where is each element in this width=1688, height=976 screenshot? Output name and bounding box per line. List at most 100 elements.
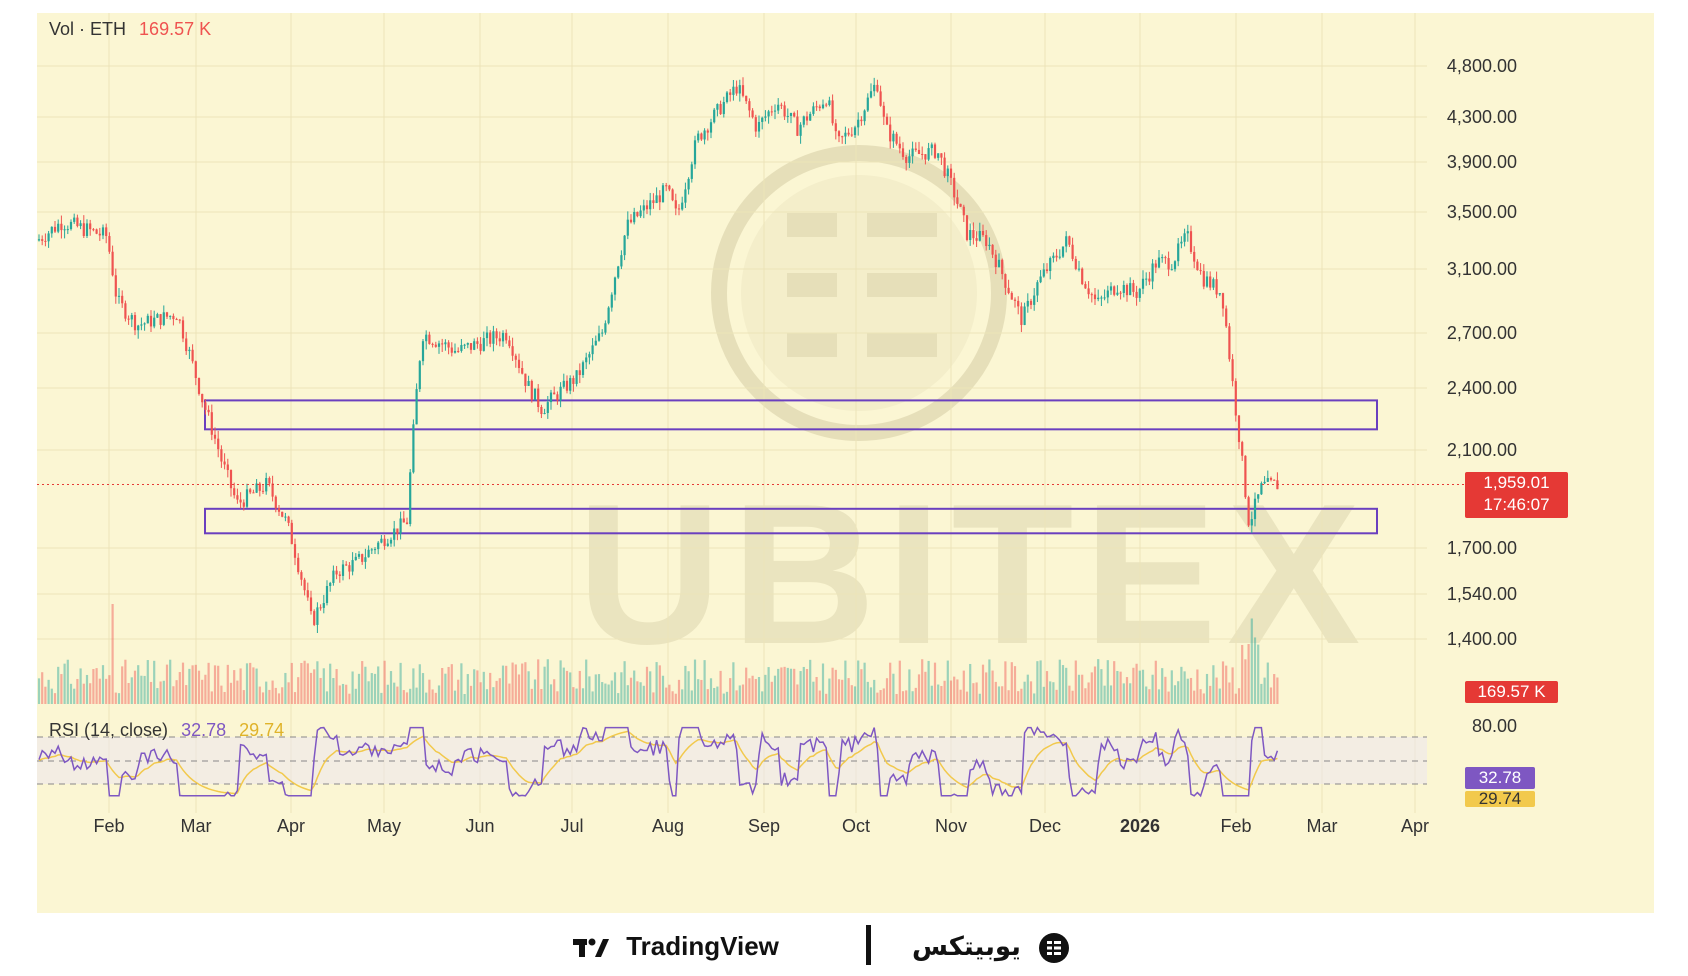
candle-body [159,314,162,325]
volume-bar [1065,667,1068,704]
candle-body [553,392,556,395]
bar-countdown: 17:46:07 [1483,495,1550,514]
candle-body [338,574,341,576]
candle-body [873,84,876,92]
volume-bar [489,672,492,704]
volume-bar [41,672,44,704]
volume-bar [50,688,53,704]
candle-body [930,144,933,149]
volume-bar [1141,669,1145,704]
candle-body [425,334,428,342]
candle-body [556,394,559,401]
volume-bar [191,665,194,704]
candle-body [537,388,540,407]
candle-body [722,101,725,115]
volume-bar [965,691,969,704]
volume-bar [1215,677,1218,704]
volume-bar [953,676,956,704]
candle-body [169,315,172,317]
volume-bar [73,688,76,704]
candle-body [300,572,303,580]
candle-body [713,109,716,123]
time-tick-label: Feb [1220,816,1251,836]
volume-bar [853,686,857,704]
candle-body [348,565,351,572]
time-tick-label: Jul [560,816,583,836]
candle-body [447,342,450,348]
time-tick-label: May [367,816,401,836]
volume-bar [1097,659,1100,704]
candle-body [332,570,335,583]
candle-body [1157,257,1161,268]
ubitex-logo-icon [1039,933,1070,964]
candle-body [1189,231,1193,252]
volume-bar [137,665,140,704]
volume-bar [780,667,783,704]
candle-body [591,345,594,355]
volume-bar [735,690,738,704]
volume-bar [226,664,229,704]
volume-bar [546,659,549,704]
volume-bar [1231,667,1234,704]
candle-body [434,344,437,347]
volume-bar [825,693,828,704]
volume-bar [249,662,252,704]
candle-body [933,144,937,158]
volume-bar [972,683,975,704]
volume-bar [655,662,658,704]
volume-bar [332,678,335,704]
volume-bar [1273,674,1276,704]
candle-body [207,409,210,413]
candle-body [988,244,991,247]
volume-bar [1151,674,1154,704]
volume-bar [1135,663,1138,704]
candle-body [1257,494,1260,499]
volume-bar [777,668,780,704]
candle-body [895,133,898,144]
candle-body [927,148,930,160]
candle-body [354,556,357,561]
candle-body [482,338,485,351]
volume-bar [943,680,946,704]
candle-body [1196,261,1199,271]
candle-body [885,116,889,125]
volume-bar [69,683,73,704]
candle-body [415,389,418,425]
volume-bar [297,677,300,704]
candle-body [959,203,962,207]
chart-canvas[interactable]: UBITEX 4,800.00 4,300.00 3,900.00 3,500.00 3… [37,13,1654,913]
candle-body [1029,300,1033,305]
candle-body [492,331,495,344]
candle-body [1065,236,1068,247]
candle-body [677,208,681,210]
candle-body [89,223,92,230]
candle-body [821,104,825,109]
volume-bar [361,661,364,704]
volume-bar [1199,689,1202,704]
volume-bar [313,669,316,704]
volume-bar [1244,659,1247,704]
volume-bar [268,689,271,704]
candle-body [786,115,789,117]
candle-body [559,386,562,401]
volume-bar [937,684,940,704]
volume-bar [437,685,441,704]
volume-bar [1125,677,1129,704]
candle-body [898,143,901,149]
last-price-tag: 1,959.01 17:46:07 [1465,472,1568,518]
volume-bar [1087,682,1090,704]
time-axis: Feb Mar Apr May Jun Jul Aug Sep Oct Nov Dec 2026 Feb… [93,816,1429,836]
candle-body [66,229,69,231]
candle-body [703,130,706,140]
candle-body [665,185,668,187]
candle-body [47,233,50,242]
volume-bar [172,686,175,704]
time-tick-label: Sep [748,816,780,836]
candle-body [1205,276,1209,287]
candle-body [1228,326,1231,360]
volume-bar [188,668,191,704]
volume-bar [1113,661,1116,704]
candle-body [98,233,101,236]
candle-body [585,357,588,363]
price-tick-label: 4,800.00 [1447,56,1517,76]
